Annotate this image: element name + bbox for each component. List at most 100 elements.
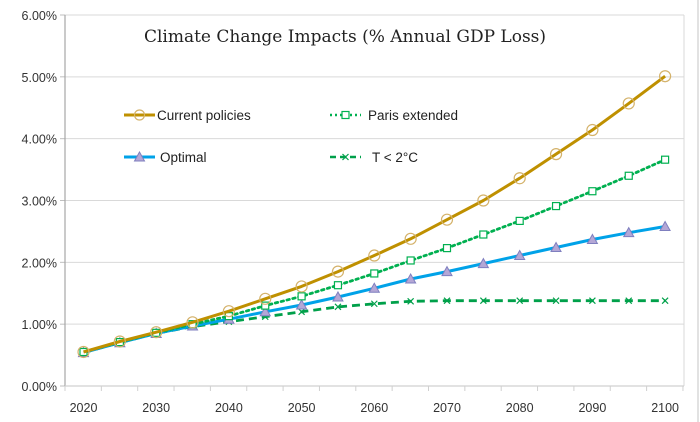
y-tick-label: 6.00% bbox=[22, 9, 57, 23]
x-marker-stroke bbox=[516, 297, 524, 305]
data-point-x bbox=[661, 297, 669, 305]
data-point-square bbox=[406, 256, 415, 265]
series-line bbox=[83, 74, 666, 354]
gridlines bbox=[65, 14, 684, 325]
data-point-circle bbox=[513, 172, 526, 185]
axes bbox=[60, 14, 685, 391]
data-point-circle bbox=[150, 326, 163, 339]
data-point-triangle bbox=[441, 265, 453, 277]
data-point-triangle bbox=[368, 282, 381, 293]
data-point-circle bbox=[113, 335, 126, 348]
data-point-x bbox=[588, 297, 596, 305]
x-tick-label: 2030 bbox=[142, 401, 170, 415]
data-point-x bbox=[370, 300, 378, 308]
data-point-square bbox=[660, 155, 670, 164]
data-point-circle bbox=[404, 232, 417, 245]
x-marker-stroke bbox=[370, 300, 378, 308]
data-point-square bbox=[341, 110, 350, 120]
x-tick-label: 2070 bbox=[433, 401, 461, 415]
x-tick-label: 2100 bbox=[651, 401, 679, 415]
x-marker-stroke bbox=[334, 303, 342, 311]
data-point-square bbox=[551, 201, 561, 211]
legend-entry: T < 2°C bbox=[330, 150, 418, 165]
data-point-circle bbox=[440, 213, 454, 226]
data-point-square bbox=[515, 216, 524, 226]
x-tick-label: 2090 bbox=[578, 401, 606, 415]
x-tick-label: 2080 bbox=[506, 401, 534, 415]
x-marker-stroke bbox=[298, 308, 306, 316]
x-tick-label: 2040 bbox=[215, 401, 243, 415]
y-tick-label: 0.00% bbox=[22, 380, 57, 394]
data-point-square bbox=[588, 187, 597, 196]
x-marker-stroke bbox=[588, 297, 596, 305]
data-point-x bbox=[516, 297, 524, 305]
data-point-x bbox=[407, 297, 415, 305]
y-tick-label: 5.00% bbox=[22, 71, 57, 85]
data-point-triangle bbox=[513, 249, 526, 261]
legend-label: Optimal bbox=[160, 150, 207, 165]
y-tick-label: 3.00% bbox=[22, 195, 57, 209]
y-tick-label: 4.00% bbox=[22, 133, 57, 147]
y-tick-label: 1.00% bbox=[22, 318, 57, 332]
x-marker-stroke bbox=[443, 297, 451, 305]
chart-title: Climate Change Impacts (% Annual GDP Los… bbox=[144, 27, 546, 47]
data-point-circle bbox=[331, 265, 345, 278]
data-point-circle bbox=[77, 345, 90, 359]
data-point-circle bbox=[133, 109, 146, 121]
y-tick-label: 2.00% bbox=[22, 256, 57, 270]
data-point-triangle bbox=[659, 220, 671, 231]
data-point-triangle bbox=[477, 257, 490, 269]
legend-entry: Paris extended bbox=[330, 108, 458, 123]
series-current-policies bbox=[77, 70, 672, 359]
data-point-x bbox=[625, 297, 633, 305]
data-point-circle bbox=[586, 123, 599, 137]
data-point-triangle bbox=[133, 150, 146, 162]
data-point-x bbox=[298, 308, 306, 316]
data-point-square bbox=[624, 171, 633, 180]
data-point-circle bbox=[368, 249, 381, 262]
data-point-circle bbox=[295, 280, 308, 293]
x-tick-label: 2020 bbox=[70, 401, 98, 415]
data-point-triangle bbox=[550, 241, 562, 252]
data-point-x bbox=[552, 297, 560, 305]
data-point-square bbox=[297, 292, 306, 301]
x-marker-stroke bbox=[552, 297, 560, 305]
data-point-triangle bbox=[259, 305, 272, 317]
data-point-square bbox=[442, 244, 452, 253]
data-point-circle bbox=[186, 316, 199, 329]
data-point-square bbox=[479, 230, 488, 239]
x-tick-label: 2050 bbox=[288, 401, 316, 415]
x-axis-tick-labels: 2020 2030 2040 2050 2060 2070 2080 2090 2100 bbox=[70, 401, 679, 415]
series-group bbox=[77, 70, 672, 359]
data-point-triangle bbox=[586, 233, 599, 244]
x-marker-stroke bbox=[407, 297, 415, 305]
data-point-circle bbox=[658, 70, 672, 83]
data-point-circle bbox=[477, 194, 490, 207]
legend-entry: Current policies bbox=[124, 108, 251, 123]
data-point-triangle bbox=[404, 272, 417, 284]
data-point-square bbox=[370, 269, 379, 278]
data-point-triangle bbox=[332, 290, 344, 302]
data-point-x bbox=[443, 297, 451, 305]
data-point-x bbox=[479, 297, 487, 305]
data-point-square bbox=[333, 281, 343, 290]
legend-label: T < 2°C bbox=[372, 150, 418, 165]
data-point-circle bbox=[549, 148, 563, 161]
data-point-triangle bbox=[622, 226, 635, 238]
y-axis-tick-labels: 0.00% 1.00% 2.00% 3.00% 4.00% 5.00% 6.00% bbox=[22, 9, 57, 394]
legend-label: Current policies bbox=[157, 108, 251, 123]
legend-label: Paris extended bbox=[368, 108, 458, 123]
data-point-triangle bbox=[295, 298, 308, 310]
x-marker-stroke bbox=[661, 297, 669, 305]
x-tick-label: 2060 bbox=[360, 401, 388, 415]
data-point-circle bbox=[622, 97, 635, 110]
legend: Current policies Paris extended Optimal T <… bbox=[124, 108, 458, 165]
legend-entry: Optimal bbox=[124, 150, 207, 165]
x-marker-stroke bbox=[479, 297, 487, 305]
x-marker-stroke bbox=[625, 297, 633, 305]
data-point-circle bbox=[259, 292, 272, 305]
data-point-x bbox=[334, 303, 342, 311]
data-point-circle bbox=[222, 305, 235, 318]
